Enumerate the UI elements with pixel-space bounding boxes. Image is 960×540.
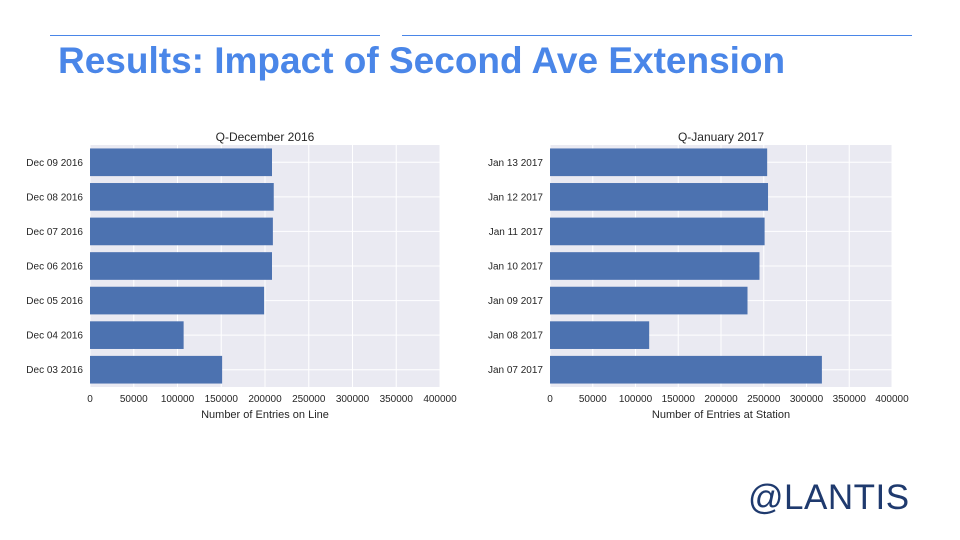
bar bbox=[550, 321, 650, 349]
chart-title: Q-January 2017 bbox=[678, 130, 764, 144]
bar bbox=[90, 321, 184, 349]
bar bbox=[550, 217, 765, 246]
x-tick-label: 100000 bbox=[161, 394, 195, 405]
bar bbox=[550, 252, 760, 280]
bar bbox=[90, 355, 223, 384]
x-tick-label: 150000 bbox=[205, 394, 239, 405]
y-tick-label: Jan 09 2017 bbox=[488, 296, 543, 307]
chart-title: Q-December 2016 bbox=[216, 130, 315, 144]
x-tick-label: 0 bbox=[87, 394, 93, 405]
bar bbox=[90, 252, 272, 280]
bar bbox=[550, 355, 822, 384]
y-tick-label: Dec 05 2016 bbox=[26, 296, 83, 307]
x-tick-label: 300000 bbox=[336, 394, 370, 405]
x-tick-label: 400000 bbox=[875, 394, 909, 405]
y-tick-label: Dec 04 2016 bbox=[26, 331, 83, 342]
january-chart: Jan 13 2017 Jan 12 2017 Jan 11 2017 Jan 10 … bbox=[460, 125, 920, 425]
x-tick-label: 100000 bbox=[619, 394, 653, 405]
y-tick-label: Dec 03 2016 bbox=[26, 365, 83, 376]
y-tick-label: Jan 07 2017 bbox=[488, 365, 543, 376]
december-bar-chart: Dec 09 2016 Dec 08 2016 Dec 07 2016 Dec 06 … bbox=[26, 130, 457, 421]
x-tick-label: 200000 bbox=[248, 394, 282, 405]
bar bbox=[90, 217, 273, 246]
x-tick-label: 400000 bbox=[423, 394, 457, 405]
title-rule-right bbox=[402, 35, 912, 36]
x-tick-label: 50000 bbox=[120, 394, 148, 405]
y-tick-label: Jan 12 2017 bbox=[488, 192, 543, 203]
y-tick-label: Jan 11 2017 bbox=[489, 227, 544, 238]
bar bbox=[550, 183, 769, 211]
y-tick-label: Dec 06 2016 bbox=[26, 262, 83, 273]
y-tick-label: Dec 09 2016 bbox=[26, 158, 83, 169]
x-axis-label: Number of Entries at Station bbox=[652, 409, 790, 421]
y-tick-label: Jan 08 2017 bbox=[488, 331, 543, 342]
y-tick-label: Dec 08 2016 bbox=[26, 192, 83, 203]
december-chart: Dec 09 2016 Dec 08 2016 Dec 07 2016 Dec 06 … bbox=[0, 125, 460, 425]
x-tick-label: 200000 bbox=[704, 394, 738, 405]
y-tick-label: Dec 07 2016 bbox=[26, 227, 83, 238]
y-tick-label: Jan 10 2017 bbox=[488, 262, 543, 273]
x-tick-label: 150000 bbox=[662, 394, 696, 405]
bar bbox=[90, 148, 272, 177]
title-rule-left bbox=[50, 35, 380, 36]
y-tick-label: Jan 13 2017 bbox=[488, 158, 543, 169]
atlantis-logo: @LANTIS bbox=[748, 478, 910, 517]
x-tick-label: 350000 bbox=[380, 394, 414, 405]
x-tick-label: 250000 bbox=[747, 394, 781, 405]
january-bar-chart: Jan 13 2017 Jan 12 2017 Jan 11 2017 Jan 10 … bbox=[488, 130, 909, 421]
bar bbox=[90, 183, 274, 211]
x-tick-label: 300000 bbox=[790, 394, 824, 405]
bar bbox=[550, 148, 768, 177]
x-tick-label: 0 bbox=[547, 394, 553, 405]
x-tick-label: 350000 bbox=[833, 394, 867, 405]
bar bbox=[550, 286, 748, 315]
slide-title: Results: Impact of Second Ave Extension bbox=[58, 40, 786, 81]
x-tick-label: 250000 bbox=[292, 394, 326, 405]
x-axis-label: Number of Entries on Line bbox=[201, 409, 329, 421]
x-tick-label: 50000 bbox=[579, 394, 607, 405]
bar bbox=[90, 286, 265, 315]
